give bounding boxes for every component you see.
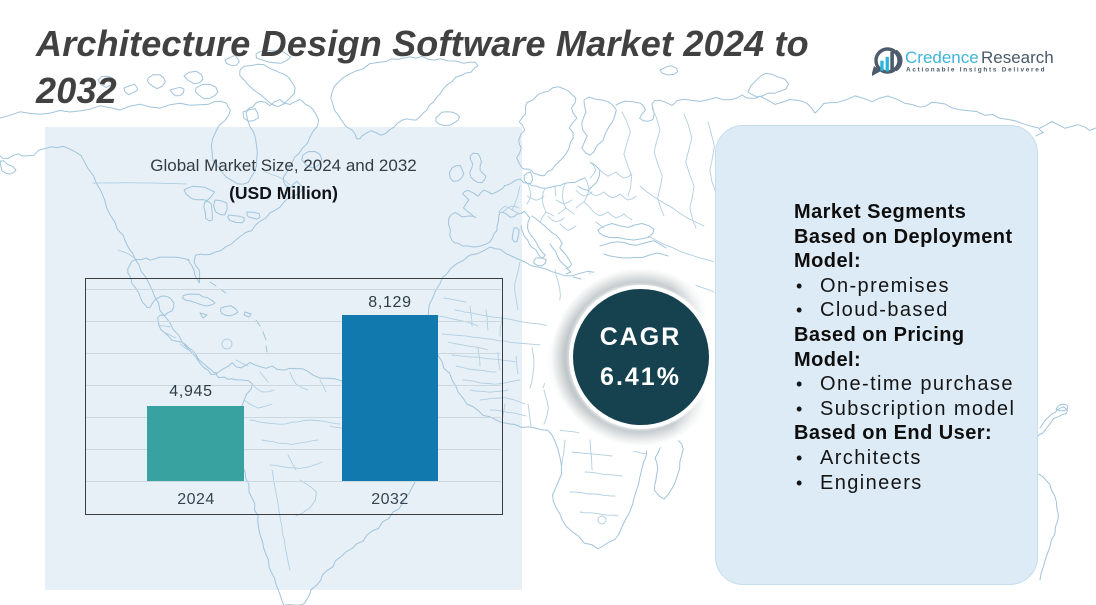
svg-text:Research: Research [981,48,1054,67]
svg-text:Credence: Credence [905,48,979,67]
svg-text:Actionable Insights Delivered: Actionable Insights Delivered [906,67,1046,74]
